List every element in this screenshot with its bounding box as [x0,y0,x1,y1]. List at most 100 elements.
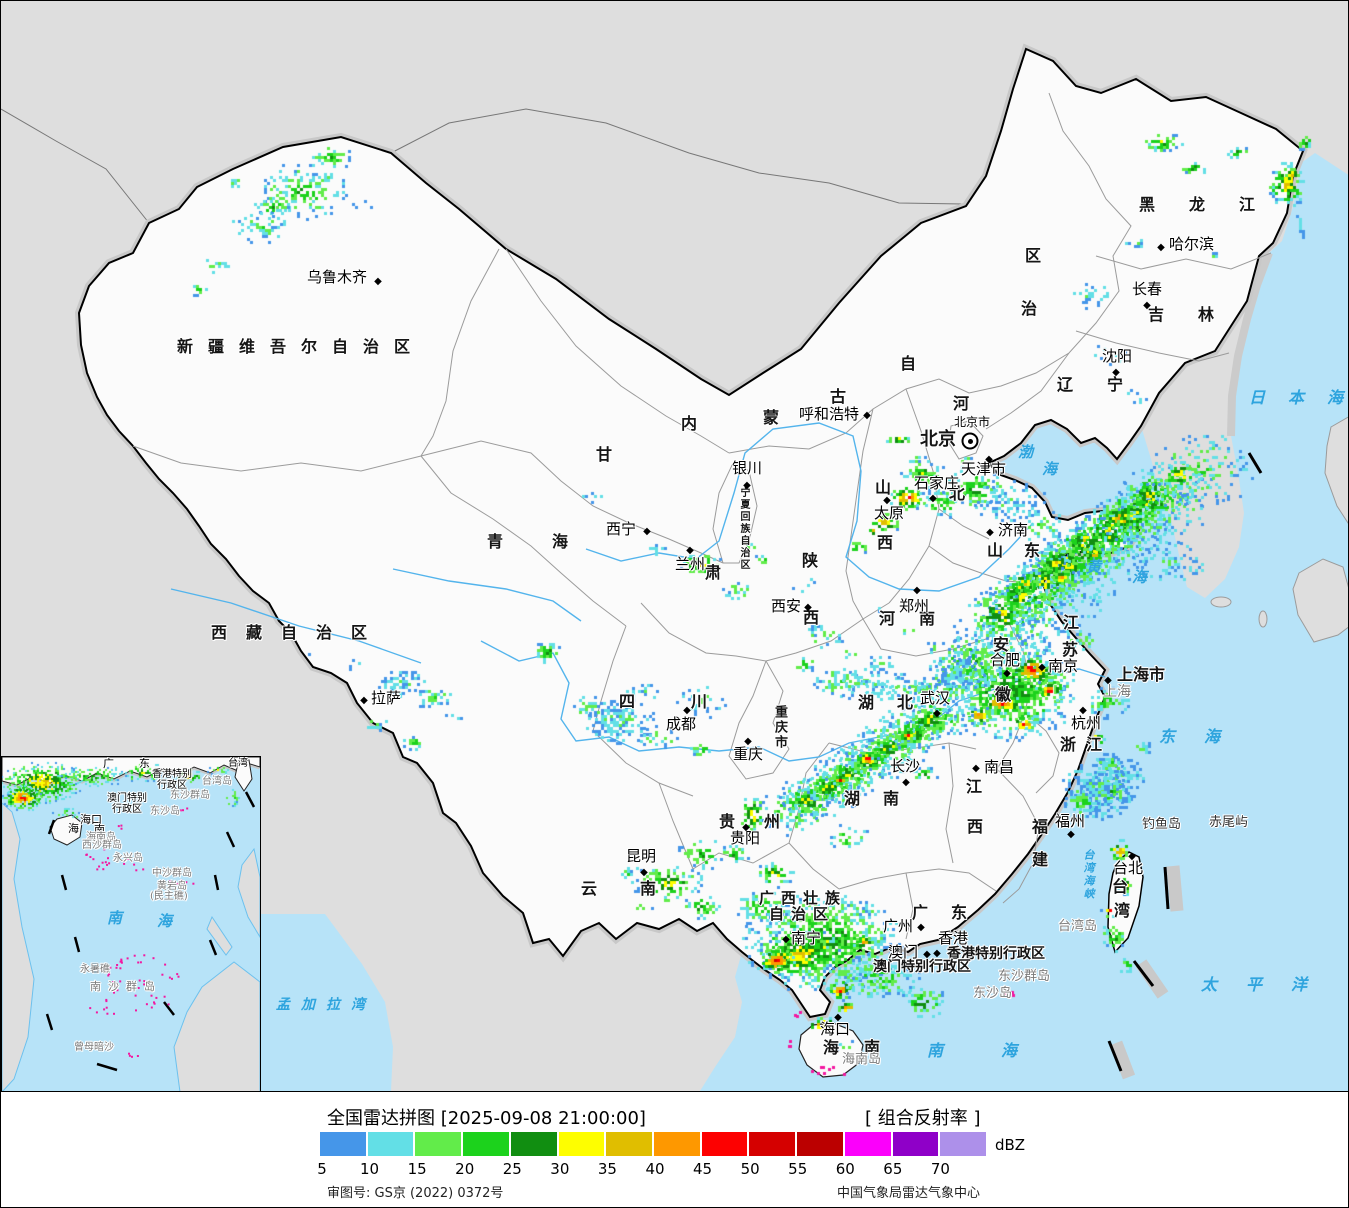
city-label: 西宁 [606,520,637,538]
inset-label: 中沙群岛 [152,868,192,879]
inset-label: 海 [68,822,79,835]
city-marker-icon: ◆ [782,934,790,945]
city-marker-icon: ◆ [917,922,925,933]
city-marker-icon: ◆ [902,777,910,788]
beijing-label: 北京 [920,429,956,450]
inset-label: 永暑礁 [80,964,110,975]
province-label: 西 [803,608,820,627]
colorbar-ticks: 5 10 15 20 25 30 35 40 45 50 55 60 65 70 [1,1160,1348,1178]
map-labels: 黑龙江 吉林 辽宁内蒙古自治区河北山西山东 河南陕西甘肃青海 四川 西藏自治区 新疆维吾尔自… [1,1,1348,1091]
province-label: 辽宁 [1057,375,1158,394]
province-label: 古 [830,387,847,406]
city-marker-icon: ◆ [985,454,993,465]
province-label: 肃 [705,563,722,582]
province-label: 江 [966,777,983,796]
city-label: 哈尔滨 [1169,235,1215,253]
city-label: 天津市 [961,460,1007,478]
colorbar [320,1132,987,1156]
inset-label: 台湾岛 [202,776,232,787]
city-label: 香港 [938,929,969,947]
colorbar-segment [749,1132,796,1156]
inset-label: 黄岩岛 [157,881,187,892]
city-label: 长春 [1132,280,1163,298]
province-label: 新疆维吾尔自治区 [177,337,426,356]
colorbar-segment [367,1132,414,1156]
province-label: 福 [1032,817,1049,836]
city-label: 重庆 [733,745,764,763]
city-label: 昆明 [626,847,657,865]
province-label: 青海 [487,532,618,551]
province-label: 澳门特别行政区 [873,959,971,975]
city-label: 澳门 [888,943,919,961]
city-marker-icon: ◆ [742,822,750,833]
sea-label: 海 [1132,568,1148,586]
province-label: 广东 [912,903,991,922]
province-label: 吉林 [1148,305,1249,324]
colorbar-tick: 20 [455,1160,475,1178]
colorbar-segment [510,1132,557,1156]
city-marker-icon: ◆ [834,1012,842,1023]
city-marker-icon: ◆ [804,602,812,613]
city-label: 石家庄 [914,474,960,492]
island-label: 东沙岛 [973,986,1013,1001]
province-label: 内 [681,414,698,433]
city-marker-icon: ◆ [883,495,891,506]
city-label: 合肥 [990,651,1021,669]
colorbar-tick: 30 [550,1160,570,1178]
inset-label: 西沙群岛 [82,840,122,851]
province-label: 甘 [596,445,613,464]
colorbar-tick: 60 [835,1160,855,1178]
province-label: 台 [1112,877,1129,896]
city-label: 台北 [1113,859,1144,877]
colorbar-segment [701,1132,748,1156]
city-marker-icon: ◆ [686,545,694,556]
colorbar-segment [463,1132,509,1156]
inset-label: 行政区 [157,780,187,791]
inset-label: 海南岛 [86,832,116,843]
legend-footer-left: 审图号: GS京 (2022) 0372号 [327,1186,504,1201]
city-marker-icon: ◆ [1038,662,1046,673]
province-label: 浙江 [1060,735,1113,754]
city-marker-icon: ◆ [923,949,931,960]
inset-label: 南 [94,823,105,836]
inset-label: 海 [157,912,173,930]
city-label: 呼和浩特 [799,405,860,423]
province-label: 河南 [879,609,960,628]
province-label: 区 [1025,246,1042,265]
city-label: 贵阳 [730,829,761,847]
legend-panel: 全国雷达拼图 [2025-09-08 21:00:00] [ 组合反射率 ] d… [1,1091,1348,1207]
sea-label: 南海 [927,1041,1076,1060]
province-label: 黑龙江 [1139,195,1290,214]
city-marker-icon: ◆ [1067,829,1075,840]
province-label: 苏 [1062,640,1079,659]
city-label: 长沙 [890,757,921,775]
sea-label: 日本海 [1249,388,1343,407]
province-label: 云南 [581,879,700,898]
colorbar-segment [415,1132,462,1156]
colorbar-segment [844,1132,891,1156]
city-label: 广州 [883,917,914,935]
province-label: 海南 [823,1038,906,1057]
inset-label: 广 [103,757,114,770]
inset-labels: 广东香港特别 行政区 澳门特别 行政区 台湾 台湾岛 东沙群岛 东沙岛 海口海南海南岛 西沙群岛永… [2,757,260,1092]
city-marker-icon: ◆ [744,736,752,747]
colorbar-tick: 45 [693,1160,713,1178]
colorbar-tick: 25 [502,1160,522,1178]
inset-label: 东沙群岛 [170,790,210,801]
province-label: 宁夏回族自治区 [738,487,749,571]
shanghai-label: 上海市 [1117,665,1166,684]
inset-label: (民主礁) [150,891,188,902]
island-label: 东沙群岛 [998,969,1051,984]
province-label: 建 [1032,850,1049,869]
province-label: 广西壮族 [759,889,848,907]
inset-label: 行政区 [112,804,142,815]
china-map: 黑龙江 吉林 辽宁内蒙古自治区河北山西山东 河南陕西甘肃青海 四川 西藏自治区 新疆维吾尔自… [1,1,1348,1093]
inset-label: 南沙群岛 [90,980,162,993]
inset-label: 香港特别 [152,769,192,780]
city-label: 太原 [874,504,905,522]
city-marker-icon: ◆ [1157,242,1165,253]
province-label: 湖北 [858,693,937,712]
city-marker-icon: ◆ [360,695,368,706]
colorbar-tick: 15 [407,1160,427,1178]
